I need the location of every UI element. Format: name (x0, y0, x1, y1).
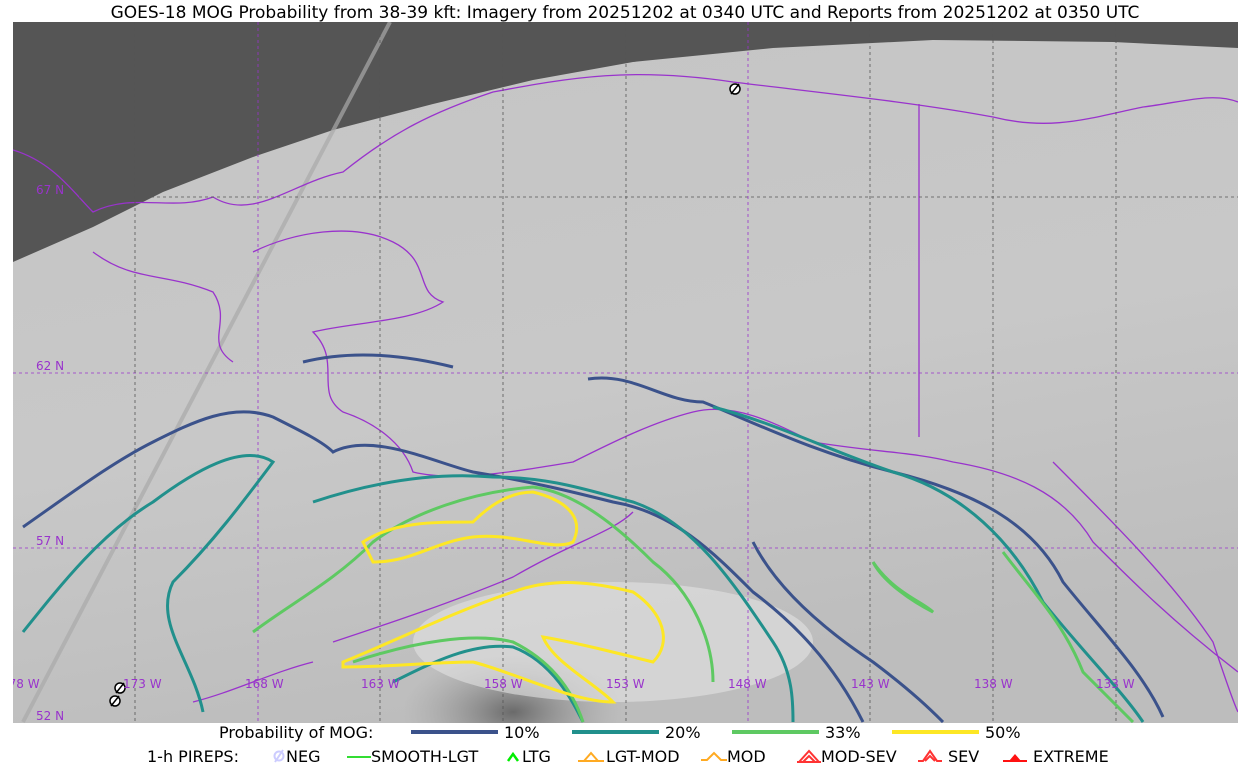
lon-label: 163 W (361, 677, 400, 691)
chart-title: GOES-18 MOG Probability from 38-39 kft: … (110, 3, 1140, 23)
mod-sev-icon (797, 749, 821, 763)
lon-label: 158 W (484, 677, 523, 691)
lon-label: 138 W (974, 677, 1013, 691)
lat-label: 67 N (36, 183, 64, 197)
lon-label: 133 W (1096, 677, 1135, 691)
legend-label: LGT-MOD (606, 746, 680, 766)
legend-item-50pct: 50% (892, 723, 1021, 742)
lon-label: 148 W (728, 677, 767, 691)
contour-50pct (341, 490, 665, 704)
probability-legend-label: Probability of MOG: (219, 722, 374, 742)
legend-item-smooth-lgt: SMOOTH-LGT (347, 747, 478, 766)
legend-label: LTG (522, 746, 551, 766)
contour-33pct (252, 485, 1135, 723)
line-swatch (732, 730, 819, 734)
neg-pirep-markers (109, 83, 741, 707)
mod-icon (701, 751, 727, 761)
legend-label: SMOOTH-LGT (371, 746, 479, 766)
legend-label: MOD (727, 746, 766, 766)
space-region (13, 22, 1238, 262)
contour-20pct (21, 405, 1145, 723)
lon-label: 143 W (851, 677, 890, 691)
ltg-icon (506, 751, 520, 762)
satellite-streak (21, 22, 392, 723)
coastlines (13, 73, 1238, 713)
map-labels: 67 N 62 N 57 N 52 N 178 W 173 W 168 W 16… (13, 183, 1135, 723)
legend-item-extreme: EXTREME (1003, 747, 1109, 766)
line-swatch (572, 730, 659, 734)
line-swatch (411, 730, 498, 734)
extreme-icon (1003, 754, 1027, 762)
lat-label: 52 N (36, 709, 64, 723)
lon-label: 153 W (606, 677, 645, 691)
sev-icon (918, 749, 942, 762)
legend-label: MOD-SEV (821, 746, 897, 766)
legend-label: NEG (286, 746, 321, 766)
lgt-mod-icon (578, 751, 604, 762)
graticule (13, 22, 1238, 723)
legend-item-mod-sev: MOD-SEV (797, 747, 897, 766)
lon-label: 168 W (245, 677, 284, 691)
legend-item-ltg: LTG (506, 747, 551, 766)
line-swatch (892, 730, 979, 734)
pireps-legend-label: 1-h PIREPS: (147, 746, 239, 766)
legend-label: 10% (504, 722, 540, 742)
lat-label: 62 N (36, 359, 64, 373)
legend-item-lgt-mod: LGT-MOD (578, 747, 680, 766)
neg-icon (273, 749, 285, 763)
legend-item-20pct: 20% (572, 723, 701, 742)
legend-label: 33% (825, 722, 861, 742)
legend-item-33pct: 33% (732, 723, 861, 742)
legend-item-mod: MOD (701, 747, 766, 766)
legend-item-10pct: 10% (411, 723, 540, 742)
lon-label: 178 W (13, 677, 40, 691)
lat-label: 57 N (36, 534, 64, 548)
satellite-map: 67 N 62 N 57 N 52 N 178 W 173 W 168 W 16… (13, 22, 1238, 723)
legend-label: SEV (948, 746, 980, 766)
lon-label: 173 W (123, 677, 162, 691)
legend-item-sev: SEV (918, 747, 979, 766)
smooth-lgt-icon (347, 756, 371, 758)
legend-item-neg: NEG (272, 747, 320, 766)
legend-label: 20% (665, 722, 701, 742)
legend-label: 50% (985, 722, 1021, 742)
legend-label: EXTREME (1033, 746, 1109, 766)
